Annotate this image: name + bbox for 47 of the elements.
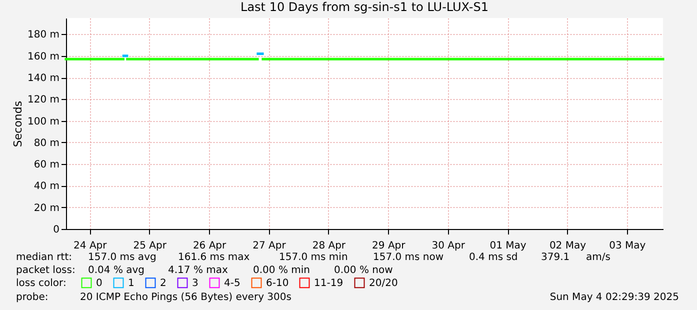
legend-label: 4-5 bbox=[224, 278, 240, 289]
legend-label: 20/20 bbox=[369, 278, 398, 289]
y-tick-label: 100 m bbox=[27, 116, 60, 128]
legend-label: 11-19 bbox=[314, 278, 344, 289]
y-tick-label: 140 m bbox=[27, 73, 60, 84]
y-tick-label: 160 m bbox=[27, 51, 60, 62]
text: 161.6 ms max bbox=[178, 252, 250, 263]
text: 0.4 ms sd bbox=[469, 252, 518, 263]
x-tick-label: 29 Apr bbox=[372, 240, 406, 252]
text: 4.17 % max bbox=[168, 265, 228, 276]
text: 157.0 ms avg bbox=[88, 252, 156, 263]
legend-label: 6-10 bbox=[266, 278, 289, 289]
x-tick-label: 27 Apr bbox=[252, 240, 287, 252]
x-tick-label: 28 Apr bbox=[312, 240, 346, 252]
legend-title: loss color: bbox=[16, 278, 66, 289]
x-tick-label: 01 May bbox=[490, 240, 526, 252]
text: 0.00 % now bbox=[334, 265, 393, 276]
y-tick-label: 120 m bbox=[27, 94, 60, 106]
y-tick-label: 40 m bbox=[34, 181, 60, 192]
text: 379.1 bbox=[541, 252, 570, 263]
legend-label: 1 bbox=[128, 278, 134, 289]
text: packet loss: bbox=[16, 265, 76, 276]
text: median rtt: bbox=[16, 252, 72, 263]
text: 20 ICMP Echo Pings (56 Bytes) every 300s bbox=[80, 292, 292, 303]
text: 0.04 % avg bbox=[88, 265, 145, 276]
legend-label: 2 bbox=[160, 278, 166, 289]
x-tick-label: 24 Apr bbox=[74, 240, 108, 252]
y-tick-label: 180 m bbox=[27, 30, 60, 41]
y-tick-label: 80 m bbox=[34, 138, 60, 149]
y-axis-title: Seconds bbox=[11, 100, 24, 148]
y-tick-label: 20 m bbox=[34, 202, 60, 214]
x-tick-label: 26 Apr bbox=[192, 240, 228, 252]
legend-label: 3 bbox=[192, 278, 198, 289]
x-tick-label: 02 May bbox=[549, 240, 586, 252]
text: 157.0 ms min bbox=[279, 252, 348, 263]
y-tick-label: 0 bbox=[53, 224, 60, 236]
legend-label: 0 bbox=[96, 278, 102, 289]
x-tick-label: 25 Apr bbox=[133, 240, 168, 252]
x-tick-label: 30 Apr bbox=[432, 240, 466, 252]
y-tick-label: 60 m bbox=[34, 160, 60, 171]
x-tick-label: 03 May bbox=[609, 240, 646, 252]
chart-title: Last 10 Days from sg-sin-s1 to LU-LUX-S1 bbox=[240, 0, 488, 14]
text: Sun May 4 02:29:39 2025 bbox=[550, 292, 679, 303]
text: probe: bbox=[16, 292, 48, 303]
text: 157.0 ms now bbox=[373, 252, 444, 263]
text: 0.00 % min bbox=[253, 265, 310, 276]
text: am/s bbox=[586, 252, 610, 263]
